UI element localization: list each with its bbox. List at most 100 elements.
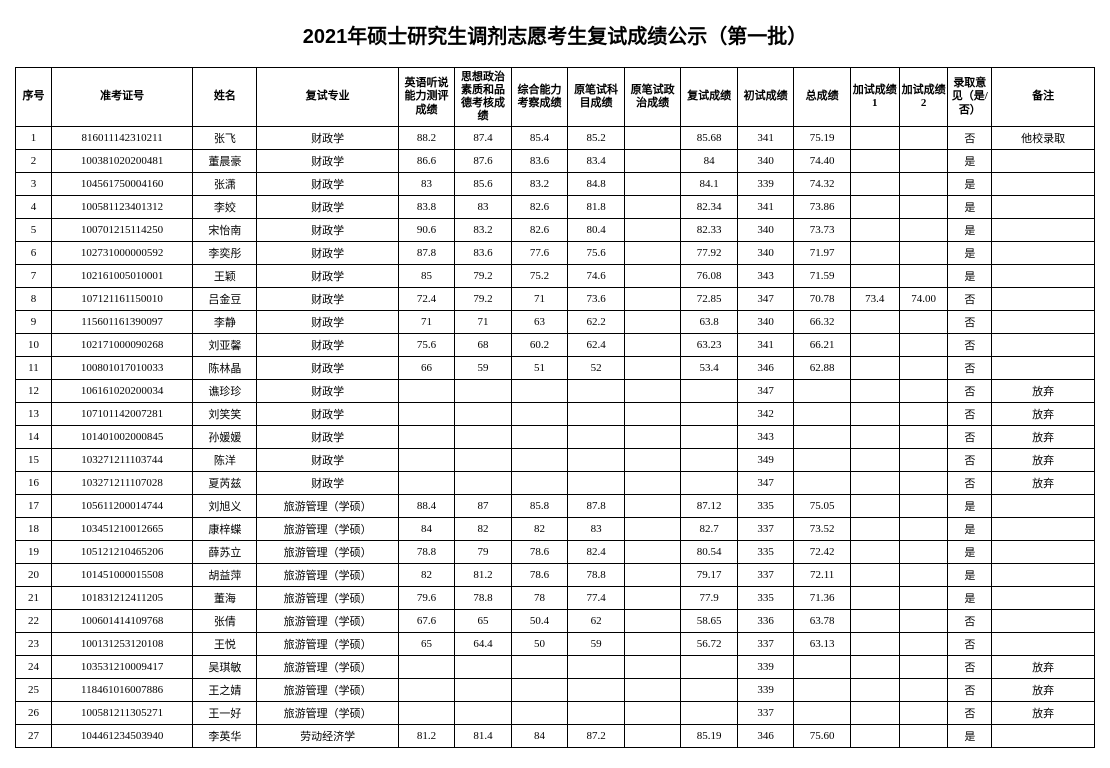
table-cell	[794, 702, 851, 725]
table-cell: 347	[737, 380, 794, 403]
table-cell: 75.19	[794, 127, 851, 150]
table-cell	[850, 633, 899, 656]
table-cell: 340	[737, 242, 794, 265]
table-cell	[850, 426, 899, 449]
table-cell: 是	[948, 173, 992, 196]
table-cell: 105121210465206	[51, 541, 192, 564]
table-cell: 88.4	[398, 495, 455, 518]
table-cell: 343	[737, 265, 794, 288]
table-row: 8107121161150010吕金豆财政学72.479.27173.672.8…	[16, 288, 1095, 311]
table-cell: 否	[948, 610, 992, 633]
table-cell: 335	[737, 495, 794, 518]
table-cell: 340	[737, 219, 794, 242]
table-cell: 李英华	[193, 725, 257, 748]
table-cell: 56.72	[681, 633, 738, 656]
table-cell	[850, 219, 899, 242]
table-cell	[992, 173, 1095, 196]
table-cell: 83	[455, 196, 512, 219]
table-cell: 73.6	[568, 288, 625, 311]
table-cell: 341	[737, 334, 794, 357]
table-cell: 董海	[193, 587, 257, 610]
table-cell	[850, 127, 899, 150]
table-cell: 349	[737, 449, 794, 472]
table-cell: 78.8	[568, 564, 625, 587]
table-cell	[568, 656, 625, 679]
table-cell	[511, 472, 568, 495]
table-cell: 82.6	[511, 196, 568, 219]
table-cell	[850, 656, 899, 679]
table-cell: 82	[511, 518, 568, 541]
table-cell	[624, 242, 681, 265]
table-cell: 68	[455, 334, 512, 357]
table-cell: 85.68	[681, 127, 738, 150]
table-cell: 347	[737, 288, 794, 311]
table-row: 12106161020200034谯珍珍财政学347否放弃	[16, 380, 1095, 403]
table-cell: 60.2	[511, 334, 568, 357]
table-cell: 84	[398, 518, 455, 541]
table-cell: 宋怡南	[193, 219, 257, 242]
table-cell: 是	[948, 725, 992, 748]
table-row: 4100581123401312李姣财政学83.88382.681.882.34…	[16, 196, 1095, 219]
table-cell: 62	[568, 610, 625, 633]
table-cell: 财政学	[257, 242, 398, 265]
table-cell: 77.6	[511, 242, 568, 265]
table-cell: 83.6	[511, 150, 568, 173]
table-cell	[624, 518, 681, 541]
table-cell: 康梓蝶	[193, 518, 257, 541]
table-cell: 82	[455, 518, 512, 541]
table-cell	[624, 610, 681, 633]
table-cell: 25	[16, 679, 52, 702]
table-cell: 100801017010033	[51, 357, 192, 380]
table-row: 2100381020200481董晨豪财政学86.687.683.683.484…	[16, 150, 1095, 173]
table-cell: 62.88	[794, 357, 851, 380]
table-cell: 否	[948, 403, 992, 426]
table-cell	[899, 610, 948, 633]
table-cell: 63	[511, 311, 568, 334]
table-cell: 23	[16, 633, 52, 656]
table-cell: 24	[16, 656, 52, 679]
table-cell	[794, 472, 851, 495]
table-cell: 78.8	[398, 541, 455, 564]
table-cell: 财政学	[257, 219, 398, 242]
table-cell: 否	[948, 449, 992, 472]
table-cell	[899, 587, 948, 610]
table-cell: 2	[16, 150, 52, 173]
table-cell	[850, 564, 899, 587]
table-cell: 100131253120108	[51, 633, 192, 656]
table-row: 5100701215114250宋怡南财政学90.683.282.680.482…	[16, 219, 1095, 242]
table-cell: 84	[511, 725, 568, 748]
table-cell	[624, 265, 681, 288]
table-cell	[992, 219, 1095, 242]
table-cell: 79.2	[455, 265, 512, 288]
table-cell: 旅游管理（学硕）	[257, 610, 398, 633]
table-cell: 100701215114250	[51, 219, 192, 242]
table-cell: 李姣	[193, 196, 257, 219]
table-cell: 否	[948, 656, 992, 679]
table-cell: 财政学	[257, 357, 398, 380]
table-cell: 财政学	[257, 472, 398, 495]
column-header: 英语听说能力测评成绩	[398, 68, 455, 127]
table-cell: 339	[737, 679, 794, 702]
table-cell: 王悦	[193, 633, 257, 656]
table-cell: 刘旭义	[193, 495, 257, 518]
table-cell: 81.4	[455, 725, 512, 748]
table-cell	[511, 380, 568, 403]
table-cell: 87	[455, 495, 512, 518]
table-cell: 79	[455, 541, 512, 564]
table-cell	[568, 702, 625, 725]
table-cell	[455, 403, 512, 426]
table-cell: 50	[511, 633, 568, 656]
column-header: 原笔试政治成绩	[624, 68, 681, 127]
table-cell	[850, 472, 899, 495]
column-header: 原笔试科目成绩	[568, 68, 625, 127]
table-cell: 83.8	[398, 196, 455, 219]
table-cell: 83.2	[455, 219, 512, 242]
table-cell: 陈林晶	[193, 357, 257, 380]
table-cell: 吴琪敏	[193, 656, 257, 679]
table-cell	[624, 702, 681, 725]
table-cell: 77.92	[681, 242, 738, 265]
table-cell: 74.40	[794, 150, 851, 173]
table-cell	[992, 518, 1095, 541]
table-cell: 否	[948, 127, 992, 150]
table-cell	[624, 196, 681, 219]
